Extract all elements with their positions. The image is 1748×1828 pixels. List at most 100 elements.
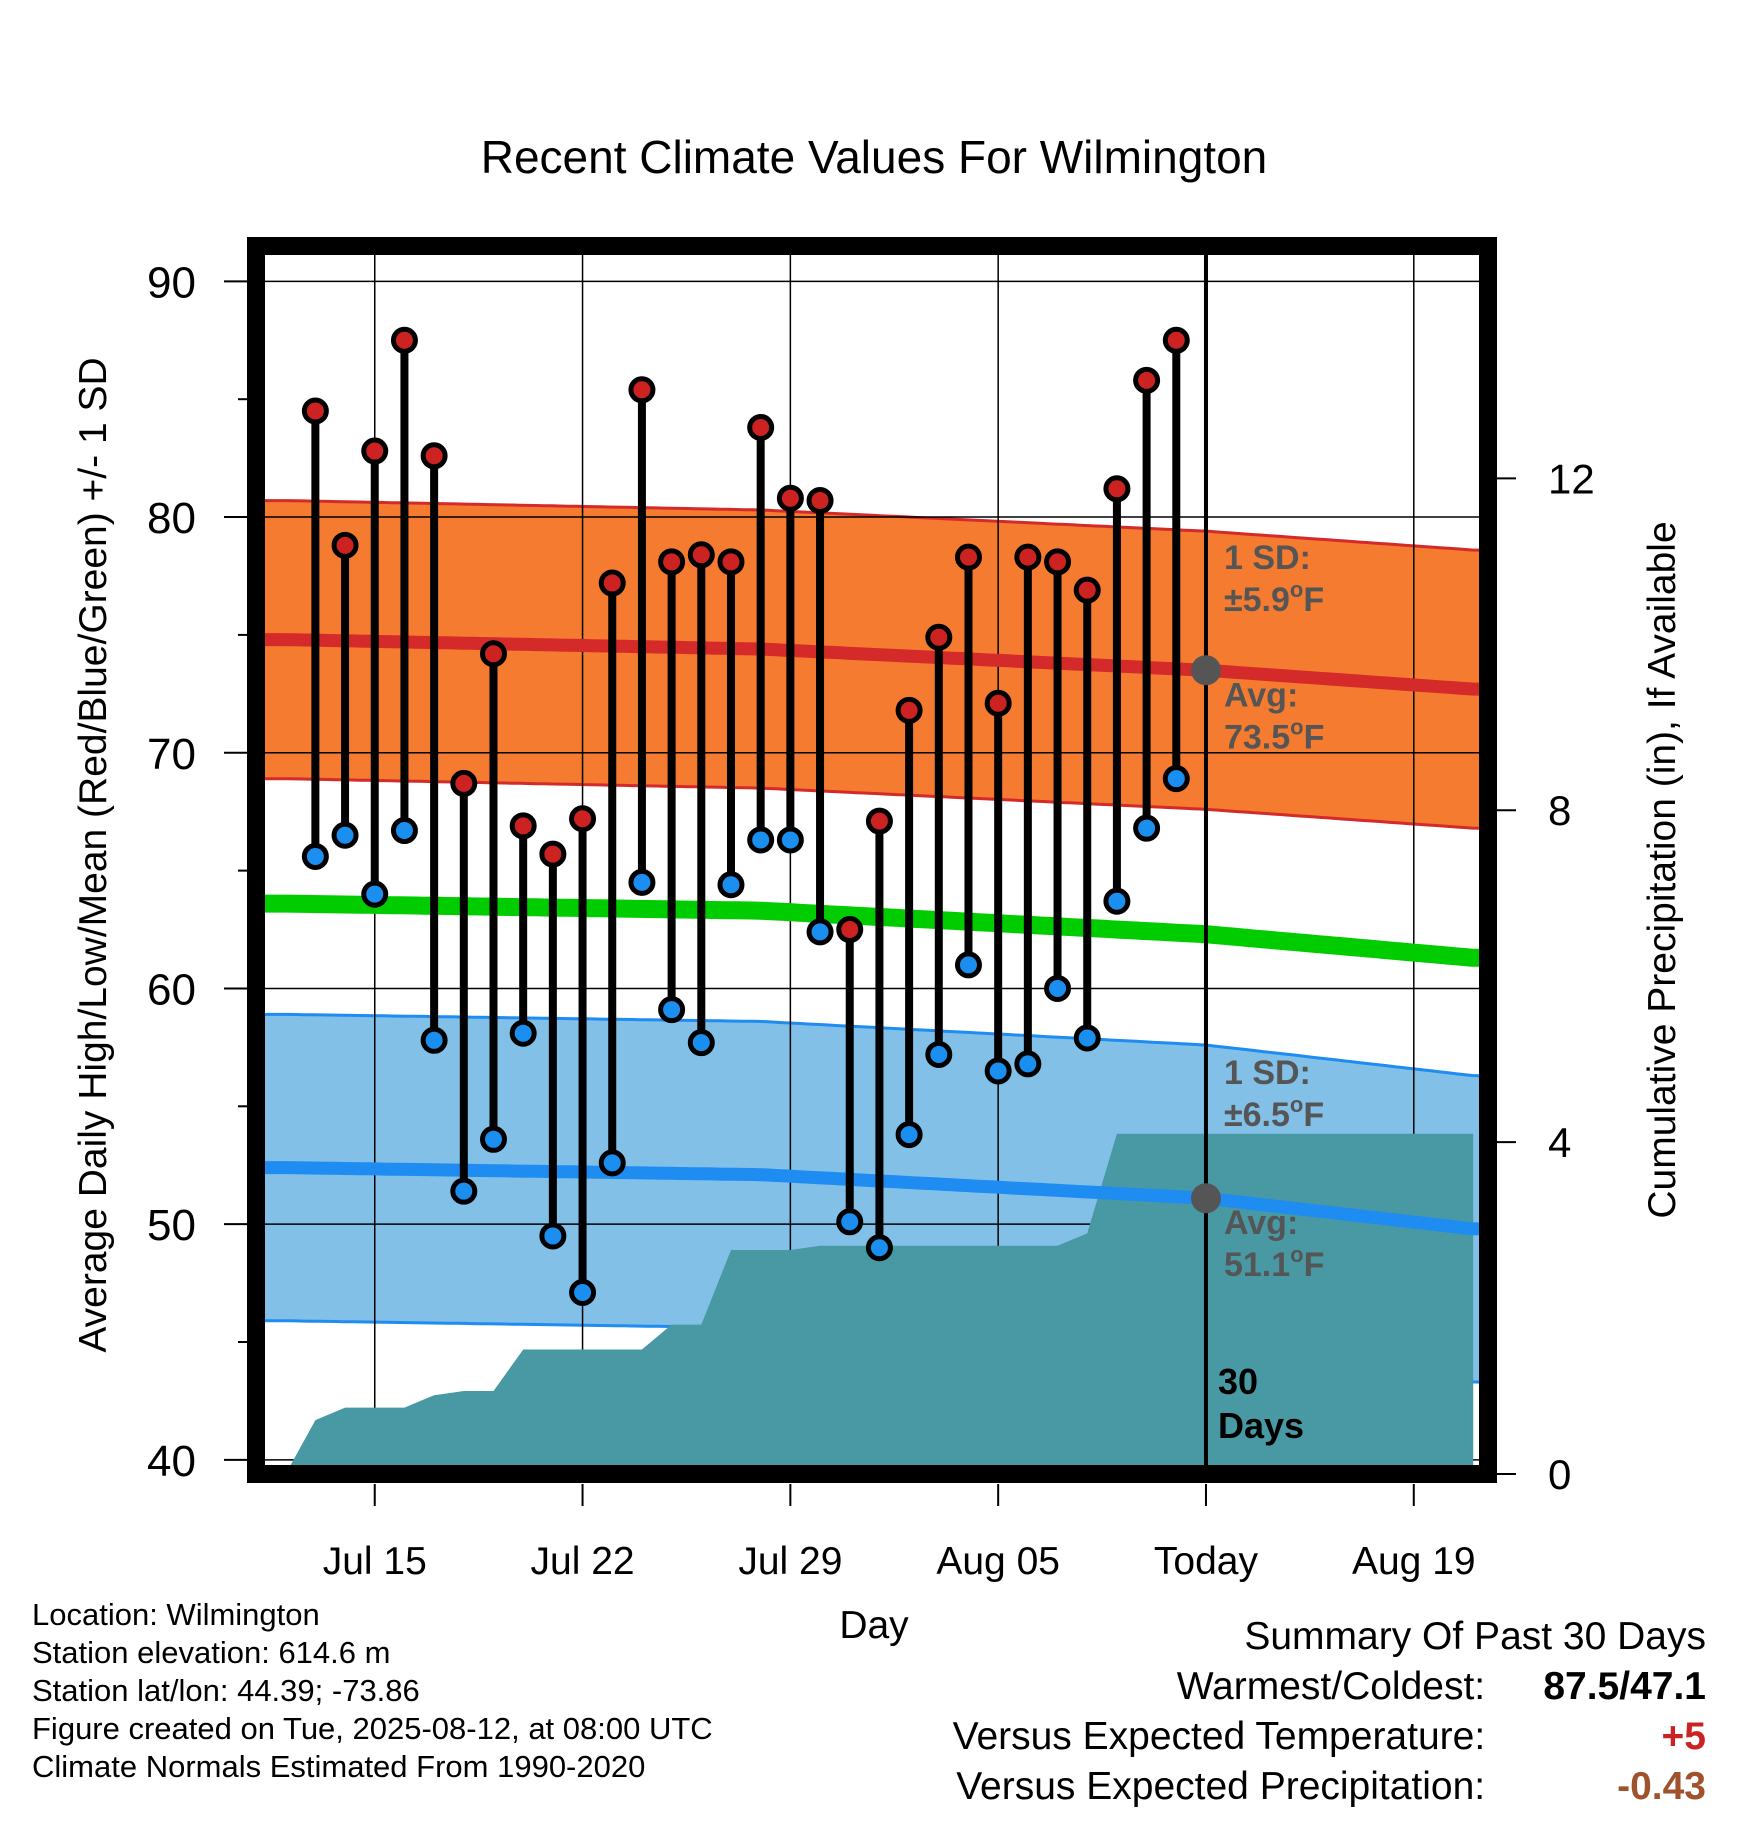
daily-high-point: [806, 487, 834, 515]
daily-low-point: [717, 871, 745, 899]
x-tick-label: Jul 29: [738, 1540, 842, 1583]
high-sd-upper-edge: [256, 499, 1488, 552]
daily-high-point: [1073, 576, 1101, 604]
daily-low-point: [509, 1019, 537, 1047]
daily-low-point: [687, 1029, 715, 1057]
latlon-text: Station lat/lon: 44.39; -73.86: [32, 1673, 420, 1708]
y2-tick-label: 0: [1548, 1451, 1571, 1498]
daily-low-point: [658, 996, 686, 1024]
chart-title: Recent Climate Values For Wilmington: [481, 131, 1268, 183]
daily-low-point: [361, 880, 389, 908]
elevation-text: Station elevation: 614.6 m: [32, 1635, 391, 1670]
precip-area: [256, 1133, 1474, 1474]
period-word-label: Days: [1218, 1405, 1304, 1446]
daily-low-point: [776, 826, 804, 854]
daily-high-point: [361, 437, 389, 465]
normals-text: Climate Normals Estimated From 1990-2020: [32, 1749, 646, 1784]
daily-high-point: [747, 413, 775, 441]
daily-high-point: [658, 548, 686, 576]
warmest-coldest-value: 87.5/47.1: [1543, 1665, 1706, 1708]
daily-high-point: [1044, 548, 1072, 576]
daily-high-point: [895, 696, 923, 724]
daily-low-point: [1014, 1050, 1042, 1078]
daily-low-point: [1162, 765, 1190, 793]
y-tick-label: 50: [147, 1201, 196, 1250]
low-sd-label: 1 SD:: [1224, 1054, 1311, 1092]
high-avg-value: 73.5oF: [1224, 714, 1324, 756]
y2-tick-label: 8: [1548, 787, 1571, 834]
daily-low-point: [954, 951, 982, 979]
x-axis-label: Day: [839, 1604, 909, 1647]
daily-high-point: [450, 769, 478, 797]
daily-high-point: [390, 326, 418, 354]
station-info: Location: Wilmington Station elevation: …: [32, 1596, 713, 1786]
y2-axis-label: Cumulative Precipitation (in), If Availa…: [1641, 521, 1684, 1218]
today-low-avg-marker: [1190, 1183, 1221, 1214]
daily-low-point: [420, 1026, 448, 1054]
temp-vs-expected-value: +5: [1661, 1715, 1706, 1758]
temp-vs-expected-label: Versus Expected Temperature:: [952, 1715, 1486, 1758]
x-tick-label: Today: [1154, 1540, 1259, 1583]
y-tick-label: 70: [147, 730, 196, 779]
daily-low-point: [925, 1040, 953, 1068]
created-text: Figure created on Tue, 2025-08-12, at 08…: [32, 1711, 713, 1746]
daily-low-point: [895, 1121, 923, 1149]
daily-high-point: [598, 569, 626, 597]
y2-tick-label: 12: [1548, 455, 1595, 502]
today-high-avg-marker: [1190, 655, 1221, 686]
daily-low-point: [450, 1177, 478, 1205]
y2-tick-label: 4: [1548, 1119, 1571, 1166]
daily-high-point: [865, 807, 893, 835]
daily-low-point: [806, 918, 834, 946]
summary-panel: Summary Of Past 30 Days Warmest/Coldest:…: [953, 1612, 1706, 1812]
daily-low-point: [301, 842, 329, 870]
daily-high-point: [420, 442, 448, 470]
daily-low-point: [628, 868, 656, 896]
daily-low-point: [747, 826, 775, 854]
daily-high-point: [301, 397, 329, 425]
high-avg-label: Avg:: [1224, 676, 1298, 714]
daily-low-point: [984, 1057, 1012, 1085]
daily-high-point: [1133, 366, 1161, 394]
daily-high-point: [836, 916, 864, 944]
y-tick-label: 80: [147, 494, 196, 543]
daily-low-point: [1133, 814, 1161, 842]
summary-precip-row: Versus Expected Precipitation: -0.43: [953, 1762, 1706, 1812]
y-axis-label: Average Daily High/Low/Mean (Red/Blue/Gr…: [72, 357, 115, 1352]
daily-low-point: [1044, 974, 1072, 1002]
daily-low-point: [390, 817, 418, 845]
summary-warmest-coldest-row: Warmest/Coldest: 87.5/47.1: [953, 1662, 1706, 1712]
daily-high-point: [1014, 543, 1042, 571]
daily-low-point: [865, 1234, 893, 1262]
high-sd-label: 1 SD:: [1224, 539, 1311, 577]
daily-low-point: [569, 1279, 597, 1307]
plot-frame: [247, 237, 1497, 1483]
y-tick-label: 90: [147, 258, 196, 307]
daily-high-point: [717, 548, 745, 576]
location-text: Location: Wilmington: [32, 1597, 320, 1632]
daily-high-point: [628, 376, 656, 404]
daily-low-point: [331, 821, 359, 849]
daily-high-point: [1103, 475, 1131, 503]
warmest-coldest-label: Warmest/Coldest:: [1176, 1665, 1486, 1708]
daily-low-point: [1103, 887, 1131, 915]
daily-high-point: [925, 623, 953, 651]
summary-title: Summary Of Past 30 Days: [1244, 1615, 1706, 1658]
daily-high-point: [954, 543, 982, 571]
high-sd-value: ±5.9oF: [1224, 577, 1324, 619]
low-sd-value: ±6.5oF: [1224, 1092, 1324, 1134]
precip-vs-expected-label: Versus Expected Precipitation:: [956, 1765, 1486, 1808]
daily-high-point: [509, 812, 537, 840]
high-avg-line: [256, 633, 1488, 696]
daily-low-point: [836, 1208, 864, 1236]
period-number-label: 30: [1218, 1361, 1258, 1402]
daily-high-point: [539, 840, 567, 868]
mean-avg-line: [256, 894, 1488, 967]
daily-high-point: [331, 531, 359, 559]
low-avg-value: 51.1oF: [1224, 1242, 1324, 1284]
daily-low-point: [1073, 1024, 1101, 1052]
daily-low-point: [479, 1125, 507, 1153]
daily-high-point: [984, 689, 1012, 717]
x-tick-label: Jul 15: [323, 1540, 427, 1583]
